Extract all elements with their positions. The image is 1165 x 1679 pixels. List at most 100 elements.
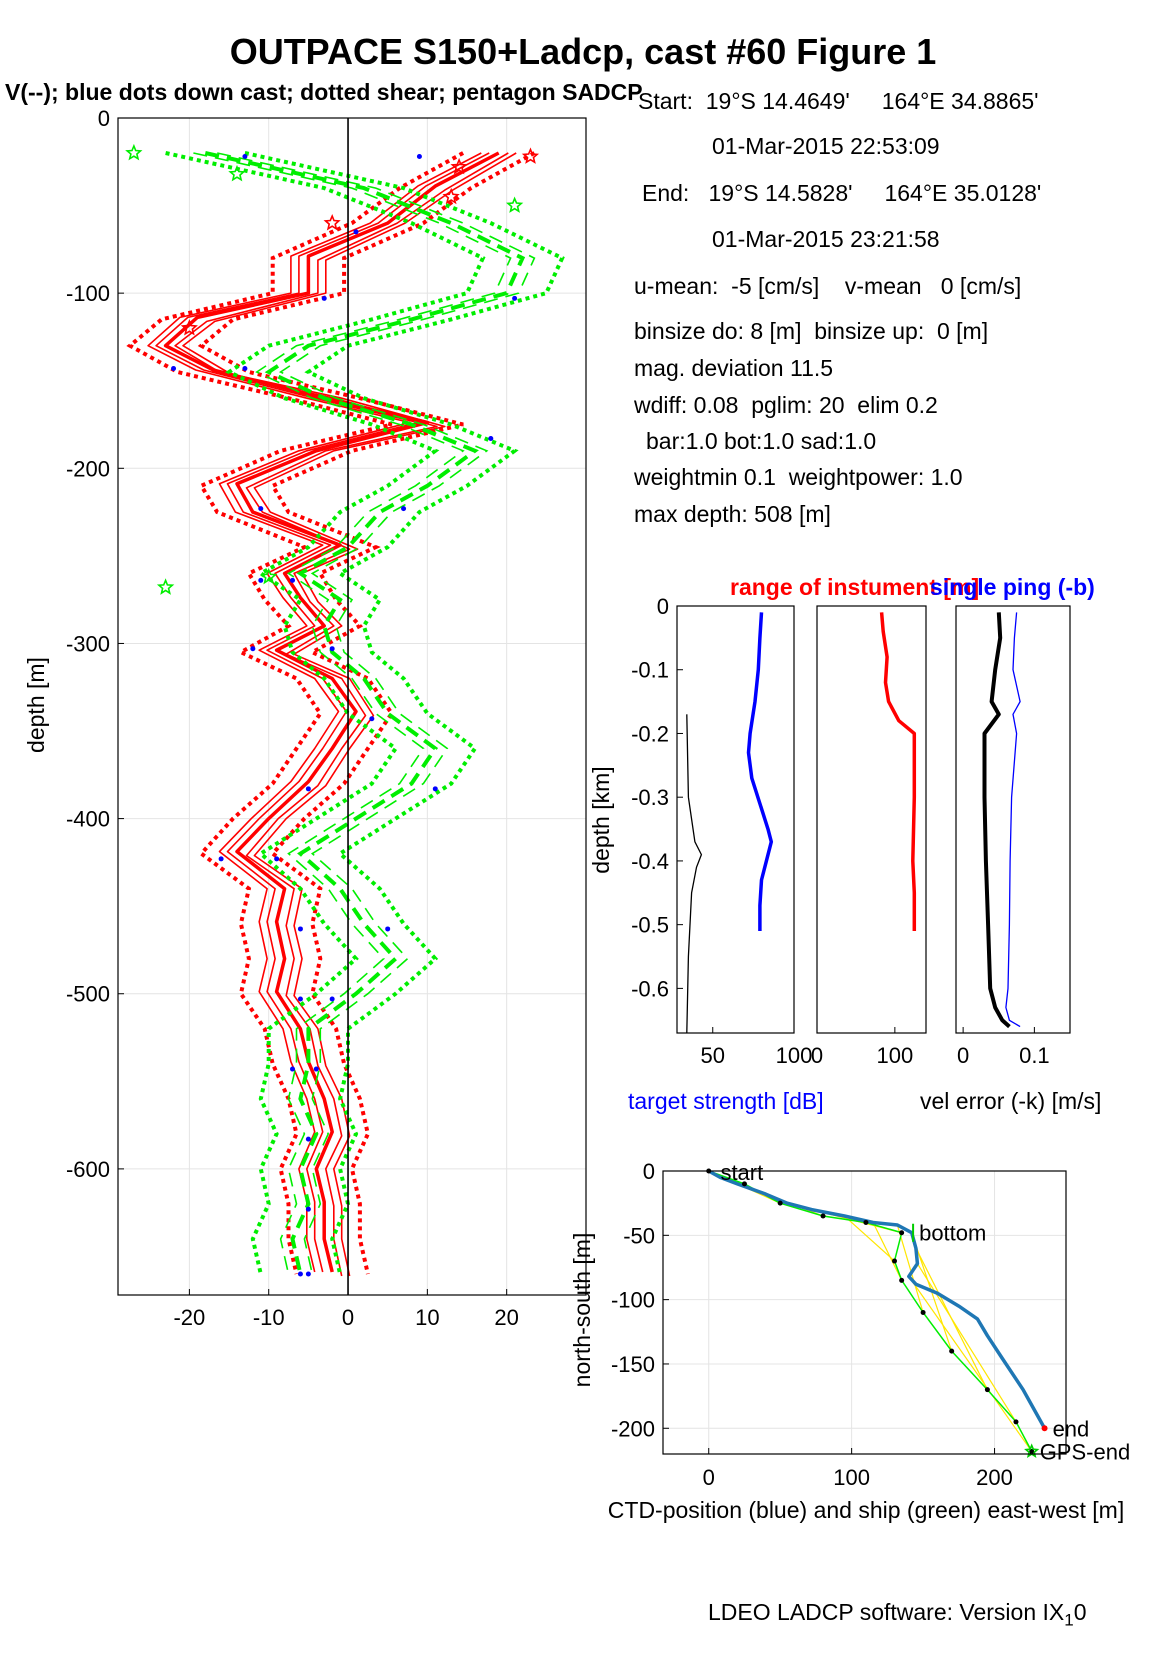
down-cast-dot (274, 856, 280, 862)
velocity-profile-plot: -20 -10 0 10 200-100-200-300-400-500-600dept… (23, 106, 587, 1330)
down-cast-dot (313, 1066, 319, 1072)
sadcp-u-marker (323, 214, 341, 231)
vel-error-line (982, 612, 1011, 1029)
u-shear-bound (126, 151, 465, 1275)
sadcp-v-marker (506, 196, 524, 213)
down-cast-dot (512, 295, 518, 301)
x-tick-label: 0 (342, 1305, 354, 1330)
pos-y-tick-label: -150 (611, 1352, 655, 1377)
down-cast-dot (329, 996, 335, 1002)
y-tick-label: -100 (66, 281, 110, 306)
ship-fix-dot (777, 1200, 783, 1206)
down-cast-dot (290, 577, 296, 583)
sadcp-u-marker (442, 187, 460, 205)
y-tick-label: -400 (66, 807, 110, 832)
down-cast-dot (353, 229, 359, 235)
down-cast-dot (401, 506, 407, 512)
ts-y-tick-label: 0 (657, 594, 669, 619)
ctd-track (707, 1169, 1047, 1430)
info-bar: bar:1.0 bot:1.0 sad:1.0 (646, 428, 877, 454)
down-cast-dot (297, 926, 303, 932)
ping-x-tick-label: 0 (957, 1043, 969, 1068)
figure-title: OUTPACE S150+Ladcp, cast #60 Figure 1 (230, 31, 937, 72)
x-tick-label: -20 (173, 1305, 205, 1330)
ts-y-axis-label: depth [km] (588, 766, 614, 873)
position-connector (916, 1263, 1017, 1423)
footer-text: LDEO LADCP software: Version IX (708, 1599, 1065, 1625)
y-tick-label: -200 (66, 456, 110, 481)
pos-x-tick-label: 0 (703, 1465, 715, 1490)
down-cast-dot (242, 154, 248, 160)
ship-fix-dot (1013, 1419, 1019, 1425)
footer-subscript: 1 (1064, 1610, 1074, 1630)
x-tick-label: 10 (415, 1305, 439, 1330)
pos-y-tick-label: 0 (643, 1159, 655, 1184)
info-start: Start: 19°S 14.4649' 164°E 34.8865' (638, 88, 1039, 114)
ts-y-tick-label: -0.3 (631, 785, 669, 810)
small-plots-title-ping: single ping (-b) (930, 574, 1095, 600)
position-connector (896, 1224, 924, 1313)
down-cast-dot (290, 1066, 296, 1072)
info-start-time: 01-Mar-2015 22:53:09 (712, 133, 940, 159)
down-cast-dot (305, 1206, 311, 1212)
range-x-tick-label: 100 (876, 1043, 913, 1068)
x-tick-label: -10 (253, 1305, 285, 1330)
target-strength-plot: 50 100 0 -0.1 -0.2 -0.3 -0.4 -0.5 -0.6 depth [km] (588, 594, 812, 1068)
y-axis-label: depth [m] (23, 657, 49, 753)
ts-y-tick-label: -0.5 (631, 913, 669, 938)
info-means: u-mean: -5 [cm/s] v-mean 0 [cm/s] (634, 273, 1022, 299)
down-cast-dot (416, 154, 422, 160)
sadcp-u-marker (450, 157, 468, 175)
pos-x-tick-label: 200 (976, 1465, 1013, 1490)
down-cast-dot (369, 716, 375, 722)
down-cast-dot (258, 577, 264, 583)
pos-y-tick-label: -50 (623, 1223, 655, 1248)
position-plot: 0 100 200 0 -50 -100 -150 -200 north-south [m] CT… (569, 1159, 1130, 1523)
range-axes-box (816, 605, 927, 1034)
sadcp-u-marker (521, 147, 540, 164)
sadcp-v-marker (156, 578, 175, 595)
sadcp-v-marker (228, 164, 246, 182)
ts-line (746, 612, 774, 931)
footer-version: LDEO LADCP software: Version IX10 (708, 1601, 1087, 1629)
ship-fix-dot (1029, 1448, 1035, 1454)
pos-y-axis-label: north-south [m] (569, 1233, 595, 1388)
ping-xlabel: vel error (-k) [m/s] (920, 1088, 1101, 1114)
y-tick-label: -500 (66, 982, 110, 1007)
ship-fix-dot (984, 1387, 990, 1393)
info-wdiff: wdiff: 0.08 pglim: 20 elim 0.2 (634, 392, 938, 418)
ts-y-tick-label: -0.4 (631, 849, 669, 874)
ship-fix-dot (949, 1348, 955, 1354)
x-tick-label: 20 (494, 1305, 518, 1330)
v-shear-bound (165, 151, 486, 1275)
ts-y-tick-label: -0.6 (631, 976, 669, 1001)
down-cast-dot (258, 506, 264, 512)
ts-xlabel: target strength [dB] (628, 1088, 824, 1114)
start-label: start (720, 1160, 763, 1185)
small-plots-title-range: range of instument [m] (730, 574, 979, 600)
ship-fix-dot (741, 1181, 747, 1187)
ts-x-tick-label: 50 (701, 1043, 725, 1068)
v-shear-bound (244, 151, 565, 1275)
pos-axes-box (662, 1170, 1067, 1455)
sadcp-u-marker (180, 319, 198, 336)
down-cast-dot (385, 926, 391, 932)
down-cast-dot (329, 646, 335, 652)
u-profile-line (182, 152, 517, 1277)
ts-y-tick-label: -0.1 (631, 658, 669, 683)
info-binsize: binsize do: 8 [m] binsize up: 0 [m] (634, 318, 989, 344)
pos-y-tick-label: -200 (611, 1416, 655, 1441)
down-cast-dot (218, 856, 224, 862)
ship-fix-dot (899, 1277, 905, 1283)
ship-track (708, 1170, 1033, 1452)
v-profile-line (217, 152, 536, 1275)
ship-fix-dot (920, 1310, 926, 1315)
single-ping-plot: 0 0.1 (955, 605, 1071, 1068)
end-marker (1041, 1425, 1048, 1432)
down-cast-dot (242, 365, 248, 371)
down-cast-dot (305, 1271, 311, 1277)
info-weight: weightmin 0.1 weightpower: 1.0 (634, 464, 963, 490)
down-cast-dot (488, 436, 494, 442)
u-profile-line (174, 152, 509, 1277)
y-tick-label: 0 (98, 106, 110, 131)
